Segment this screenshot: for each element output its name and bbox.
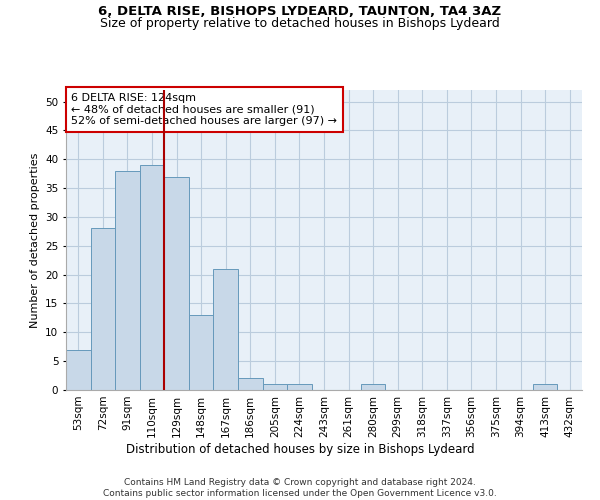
Text: Distribution of detached houses by size in Bishops Lydeard: Distribution of detached houses by size … <box>125 442 475 456</box>
Bar <box>91 228 115 390</box>
Text: Size of property relative to detached houses in Bishops Lydeard: Size of property relative to detached ho… <box>100 18 500 30</box>
Bar <box>115 171 140 390</box>
Bar <box>533 384 557 390</box>
Y-axis label: Number of detached properties: Number of detached properties <box>29 152 40 328</box>
Bar <box>287 384 312 390</box>
Bar <box>214 269 238 390</box>
Bar <box>66 350 91 390</box>
Bar <box>238 378 263 390</box>
Bar <box>189 315 214 390</box>
Text: 6 DELTA RISE: 124sqm
← 48% of detached houses are smaller (91)
52% of semi-detac: 6 DELTA RISE: 124sqm ← 48% of detached h… <box>71 93 337 126</box>
Bar <box>164 176 189 390</box>
Bar <box>361 384 385 390</box>
Text: Contains HM Land Registry data © Crown copyright and database right 2024.
Contai: Contains HM Land Registry data © Crown c… <box>103 478 497 498</box>
Text: 6, DELTA RISE, BISHOPS LYDEARD, TAUNTON, TA4 3AZ: 6, DELTA RISE, BISHOPS LYDEARD, TAUNTON,… <box>98 5 502 18</box>
Bar <box>140 165 164 390</box>
Bar <box>263 384 287 390</box>
